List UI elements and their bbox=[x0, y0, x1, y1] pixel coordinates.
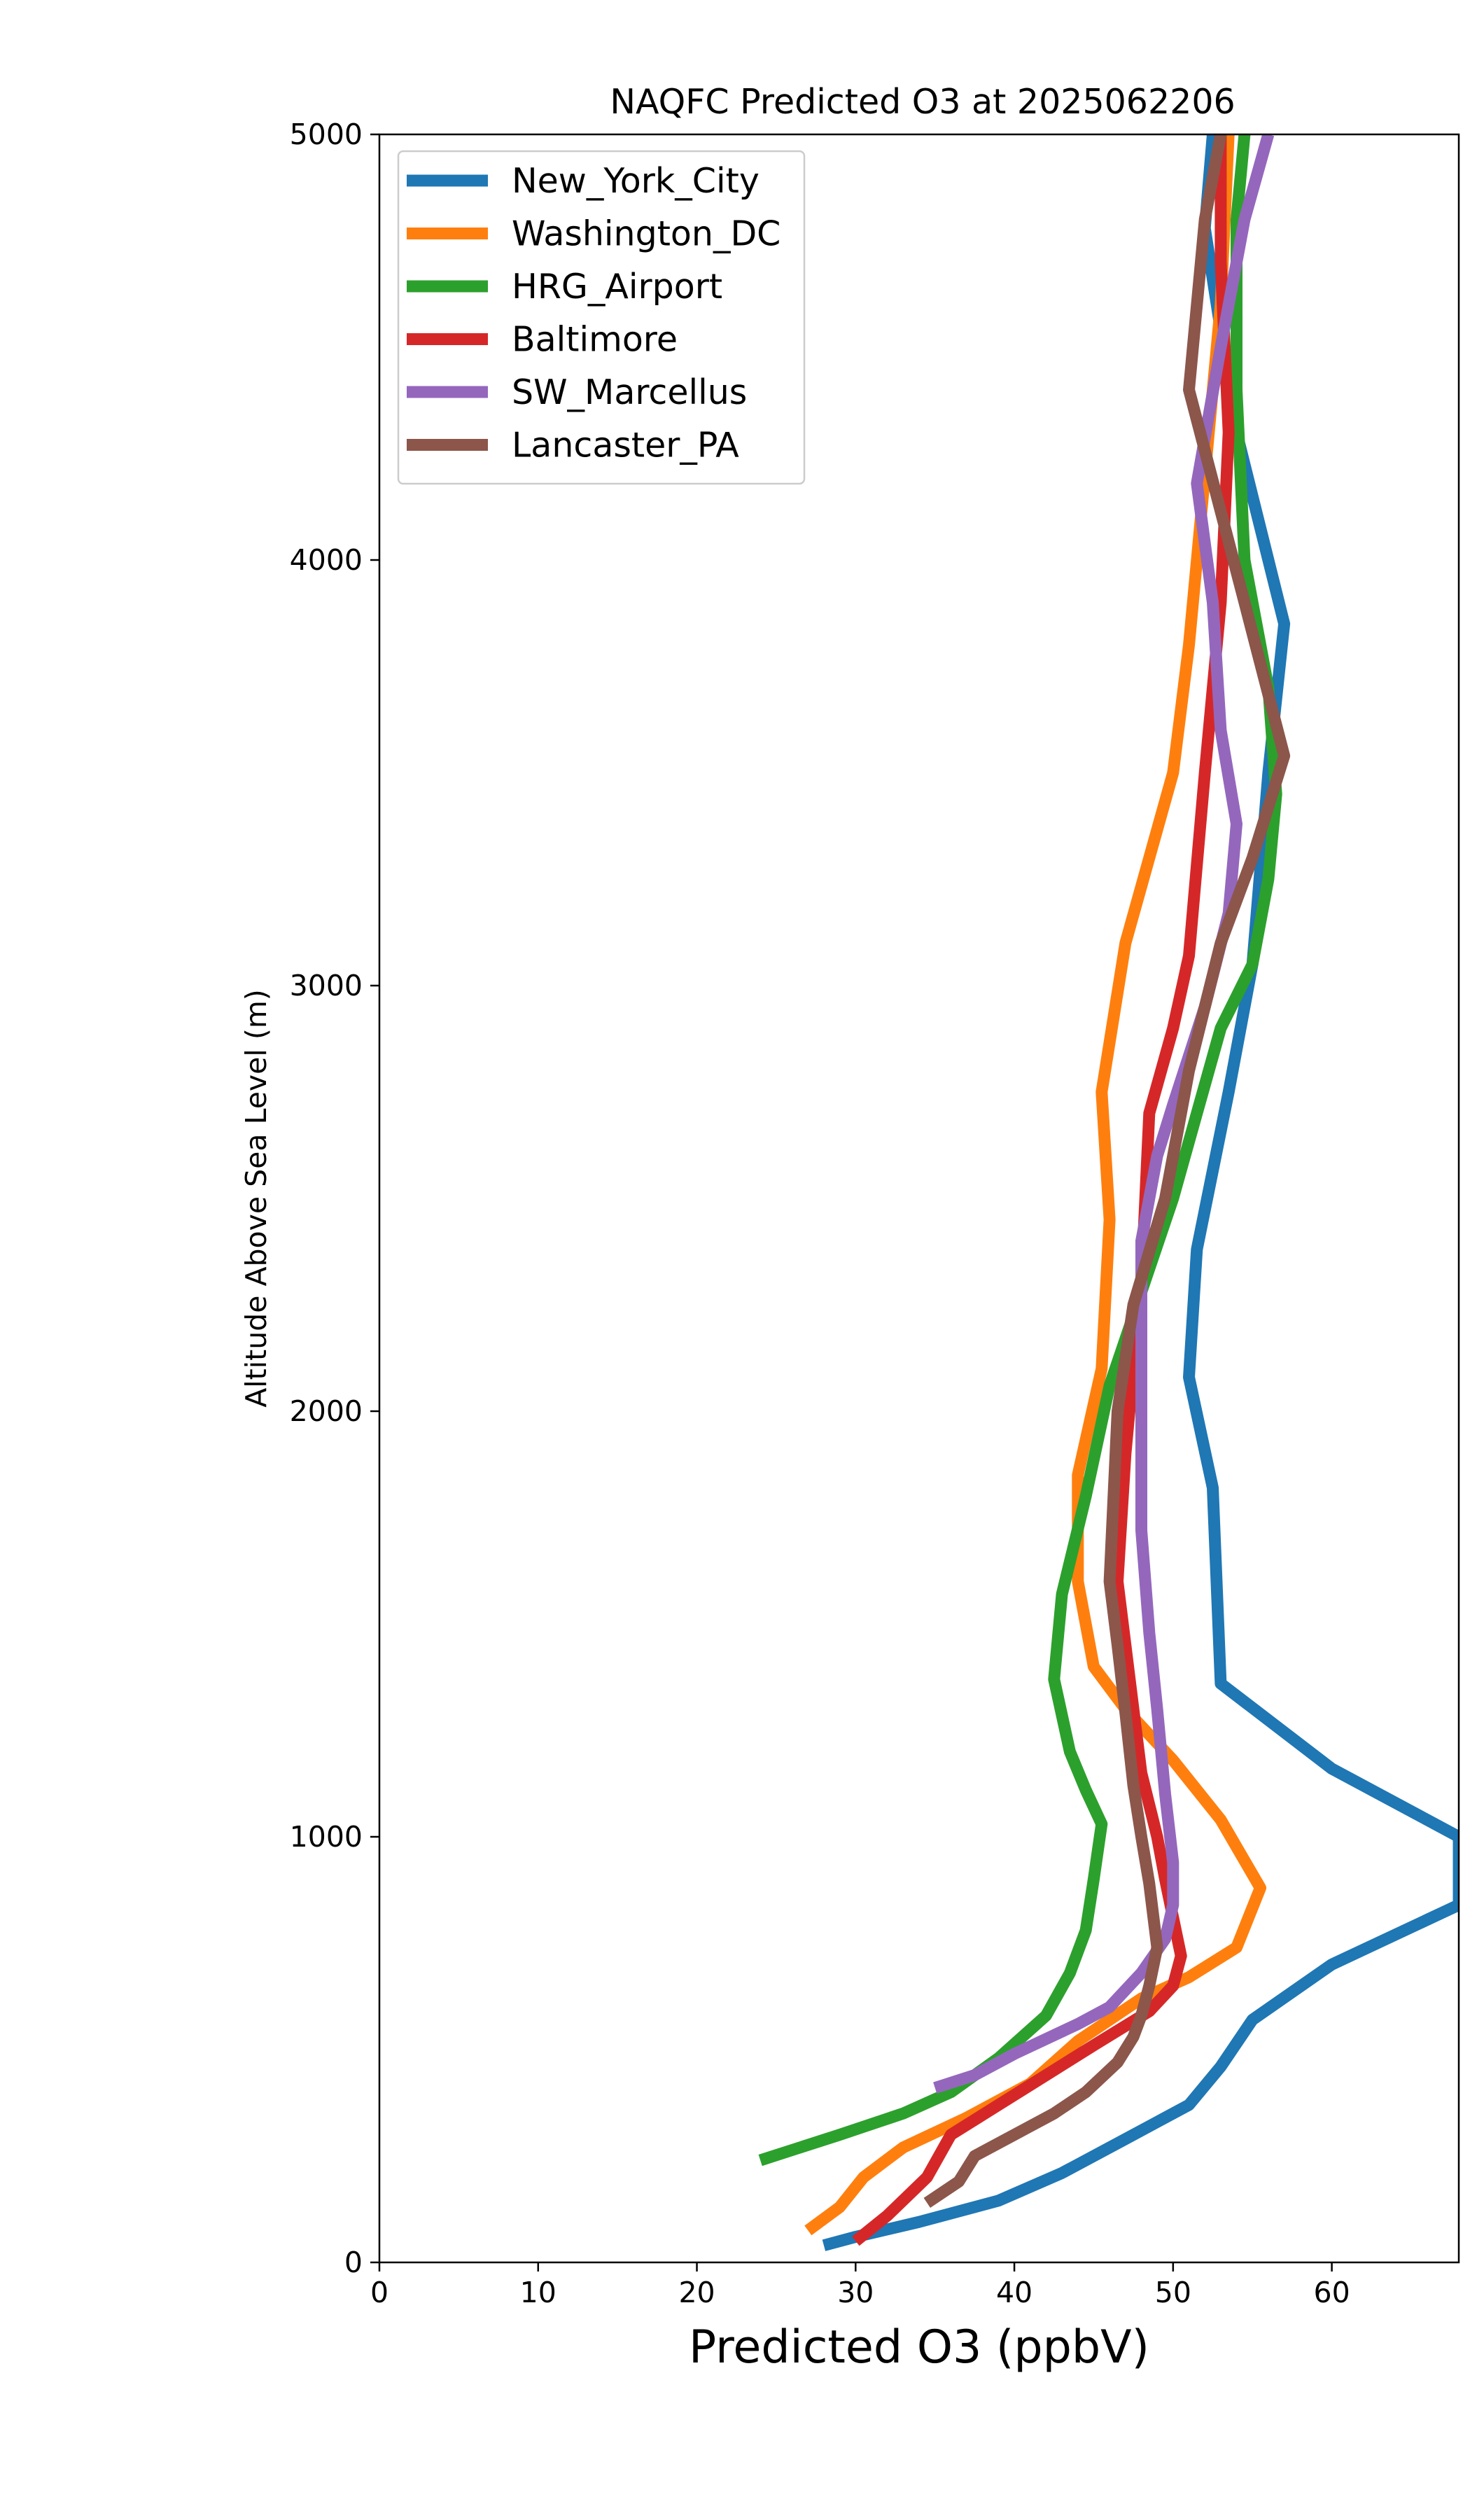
series-line-sw-marcellus bbox=[933, 134, 1275, 2094]
x-axis-title: Predicted O3 (ppbV) bbox=[689, 2321, 1149, 2374]
x-axis: 0 10 20 30 40 50 60 bbox=[370, 2262, 1350, 2309]
series-lines bbox=[758, 134, 1459, 2251]
legend-label-washington-dc: Washington_DC bbox=[512, 214, 780, 254]
x-tick-label: 30 bbox=[837, 2276, 874, 2309]
y-tick-label: 1000 bbox=[290, 1820, 363, 1854]
plot-area-frame bbox=[378, 133, 1460, 2264]
chart-title: NAQFC Predicted O3 at 2025062206 bbox=[610, 82, 1235, 122]
legend-box bbox=[397, 150, 806, 485]
legend-label-new-york-city: New_York_City bbox=[512, 161, 760, 201]
series-line-hrg-airport bbox=[758, 134, 1282, 2166]
series-line-lancaster-pa bbox=[923, 134, 1291, 2208]
y-tick-label: 5000 bbox=[290, 118, 363, 151]
x-tick-label: 10 bbox=[520, 2276, 556, 2309]
y-tick-label: 0 bbox=[344, 2246, 363, 2279]
y-tick-label: 3000 bbox=[290, 969, 363, 1002]
legend-label-sw-marcellus: SW_Marcellus bbox=[512, 372, 747, 412]
y-tick-label: 2000 bbox=[290, 1394, 363, 1428]
legend-label-hrg-airport: HRG_Airport bbox=[512, 267, 722, 307]
y-tick-label: 4000 bbox=[290, 543, 363, 577]
legend-label-lancaster-pa: Lancaster_PA bbox=[512, 426, 739, 465]
x-tick-label: 20 bbox=[678, 2276, 715, 2309]
x-tick-label: 50 bbox=[1155, 2276, 1191, 2309]
x-tick-label: 40 bbox=[996, 2276, 1032, 2309]
y-axis: 0 1000 2000 3000 4000 5000 bbox=[290, 118, 379, 2279]
legend: New_York_City Washington_DC HRG_Airport Bal… bbox=[397, 150, 806, 485]
y-axis-title: Altitude Above Sea Level (m) bbox=[239, 989, 273, 1408]
x-tick-label: 0 bbox=[370, 2276, 388, 2309]
series-line-baltimore bbox=[851, 134, 1235, 2246]
legend-label-baltimore: Baltimore bbox=[512, 320, 678, 360]
x-tick-label: 60 bbox=[1314, 2276, 1350, 2309]
